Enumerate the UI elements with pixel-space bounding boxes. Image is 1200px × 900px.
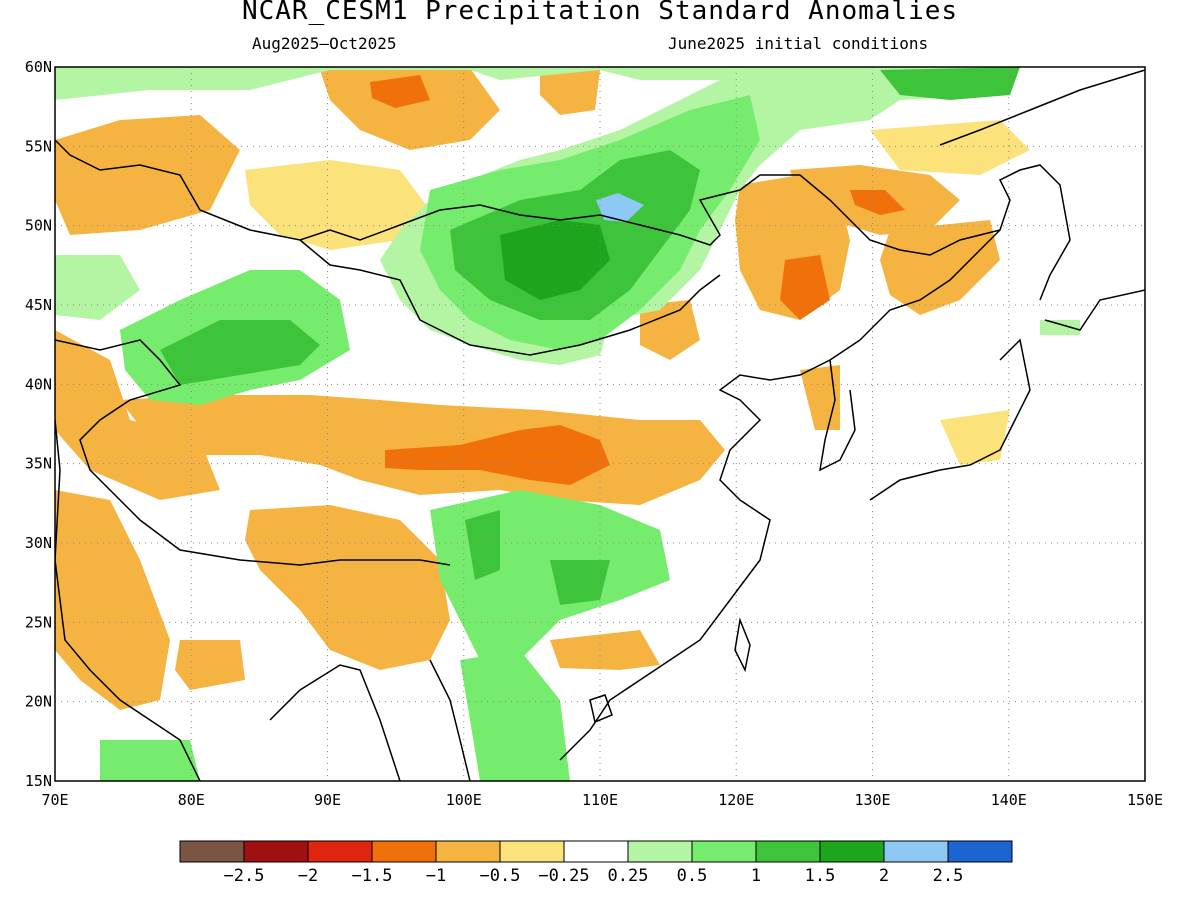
lon-tick-label: 90E (314, 791, 341, 809)
lat-tick-label: 60N (25, 58, 52, 76)
lon-tick-label: 100E (446, 791, 482, 809)
anomaly-region (550, 630, 660, 670)
anomaly-region (540, 70, 600, 115)
anomaly-region (800, 365, 840, 430)
border (55, 339, 451, 566)
coastline (55, 139, 1071, 301)
lon-tick-label: 120E (718, 791, 754, 809)
anomaly-region (465, 510, 500, 580)
lon-tick-label: 110E (582, 791, 618, 809)
anomaly-region (55, 255, 140, 320)
colorbar-swatch (499, 840, 565, 863)
colorbar-swatch (627, 840, 693, 863)
colorbar-label: 0.25 (608, 866, 649, 886)
colorbar-label: 1.5 (805, 866, 836, 886)
anomaly-region (160, 320, 320, 385)
coastline (589, 694, 613, 724)
lat-tick-label: 25N (25, 613, 52, 631)
colorbar-label: −0.5 (480, 866, 521, 886)
coastlines (55, 69, 1145, 781)
colorbar-swatch (563, 840, 629, 863)
lon-tick-label: 150E (1127, 791, 1163, 809)
initial-conditions: June2025 initial conditions (668, 34, 929, 53)
lat-tick-label: 20N (25, 693, 52, 711)
coastline (734, 617, 751, 673)
lat-tick-label: 35N (25, 455, 52, 473)
anomaly-region (460, 650, 570, 781)
colorbar: −2.5 −2 −1.5 −1 −0.5 −0.25 0.25 0.5 1 1.5 2 2.5 (179, 840, 1013, 886)
forecast-period: Aug2025–Oct2025 (252, 34, 397, 53)
anomaly-field (55, 67, 1080, 781)
lat-tick-label: 45N (25, 296, 52, 314)
coastline (859, 229, 1001, 341)
coastline (429, 659, 471, 781)
colorbar-swatch (819, 840, 885, 863)
anomaly-region (370, 75, 430, 108)
colorbar-swatch (243, 840, 309, 863)
lon-tick-label: 130E (854, 791, 890, 809)
colorbar-swatch (435, 840, 501, 863)
anomaly-region (870, 120, 1030, 175)
colorbar-swatch (307, 840, 373, 863)
lat-tick-label: 50N (25, 217, 52, 235)
lat-tick-label: 15N (25, 772, 52, 790)
anomaly-region (100, 740, 200, 781)
anomaly-region (880, 220, 1000, 315)
colorbar-label: 2 (879, 866, 889, 886)
coastline (1044, 289, 1145, 331)
anomaly-region (320, 68, 500, 150)
latitude-axis: 60N 55N 50N 45N 40N 35N 30N 25N 20N 15N (25, 58, 52, 790)
colorbar-swatch (947, 840, 1013, 863)
coastline (559, 339, 861, 761)
colorbar-label: −1 (426, 866, 446, 886)
coastline (939, 69, 1145, 146)
colorbar-label: 0.5 (677, 866, 708, 886)
lat-tick-label: 55N (25, 137, 52, 155)
lon-tick-label: 140E (991, 791, 1027, 809)
anomaly-region (550, 560, 610, 605)
anomaly-region (940, 410, 1010, 465)
anomaly-region (385, 425, 610, 485)
colorbar-label: 1 (751, 866, 761, 886)
anomaly-region (55, 115, 240, 235)
colorbar-swatch (179, 840, 245, 863)
anomaly-region (55, 330, 220, 500)
colorbar-label: −0.25 (538, 866, 589, 886)
map-title: NCAR_CESM1 Precipitation Standard Anomal… (241, 0, 959, 26)
colorbar-swatch (691, 840, 757, 863)
coastline (869, 338, 1031, 501)
lat-lon-grid (55, 67, 1145, 781)
lat-tick-label: 30N (25, 534, 52, 552)
colorbar-label: −1.5 (352, 866, 393, 886)
colorbar-label: −2 (298, 866, 318, 886)
longitude-axis: 70E 80E 90E 100E 110E 120E 130E 140E 150E (41, 791, 1163, 809)
colorbar-label: −2.5 (224, 866, 265, 886)
colorbar-swatch (755, 840, 821, 863)
anomaly-region (1040, 320, 1080, 335)
colorbar-swatch (883, 840, 949, 863)
border (299, 239, 721, 356)
anomaly-region (880, 67, 1020, 100)
lon-tick-label: 70E (41, 791, 68, 809)
anomaly-region (640, 300, 700, 360)
lat-tick-label: 40N (25, 375, 52, 393)
anomaly-region (596, 193, 644, 222)
coastline (819, 359, 856, 472)
anomaly-region (175, 640, 245, 690)
anomaly-region (500, 220, 610, 300)
coastline (55, 419, 201, 781)
anomaly-region (245, 160, 430, 250)
lon-tick-label: 80E (178, 791, 205, 809)
anomaly-region (850, 190, 905, 215)
colorbar-label: 2.5 (933, 866, 964, 886)
map-frame (54, 66, 1146, 782)
anomaly-region (55, 490, 170, 710)
colorbar-swatch (371, 840, 437, 863)
anomaly-region (780, 255, 830, 320)
anomaly-region (245, 505, 450, 670)
coastline (269, 664, 401, 781)
